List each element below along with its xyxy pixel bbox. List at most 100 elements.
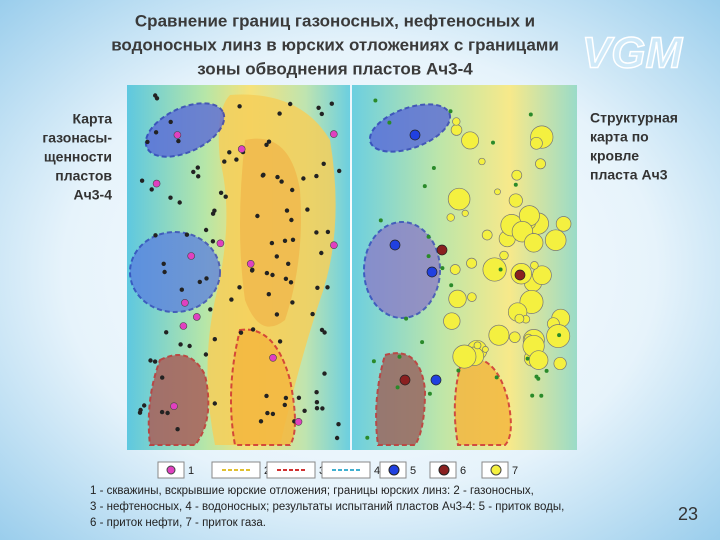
legend-symbol [166,465,176,475]
water-inflow [409,129,421,141]
caption-line: 1 - скважины, вскрывшие юрские отложения… [90,485,534,497]
label-line: Ач3-4 [74,187,113,203]
gas-inflow [447,187,471,211]
well-dot [494,375,499,380]
well-dot [530,393,535,398]
well-dot [536,376,541,381]
well-dot [270,272,275,278]
well-dot [178,342,183,347]
legend-label: 6 [460,465,466,477]
well-dot [426,254,431,259]
well-dot [264,270,270,276]
well-dot [261,172,266,177]
well-dot [275,174,280,180]
oil-lens [147,354,210,446]
well-dot [314,400,320,405]
well-dot [187,343,192,349]
gas-inflow [450,124,463,136]
gas-inflow [530,136,543,150]
right-map [352,85,577,450]
well-dot [208,307,213,312]
legend-symbol [388,464,400,476]
well-dot [203,227,209,233]
gas-inflow [446,213,455,222]
well-dot [319,250,324,256]
legend-item: 4 [321,461,380,479]
well-dot [513,182,518,187]
gas-inflow [544,229,567,251]
gas-inflow [452,117,461,126]
well-dot [250,267,255,272]
gas-inflow [461,209,469,217]
well-dot [325,229,331,235]
well-dot [212,337,217,342]
water-lens [129,231,221,313]
legend-symbol [490,464,502,476]
logo: VGM [582,29,684,78]
well-dot [539,393,544,398]
well-dot [544,368,549,373]
well-dot [196,174,201,179]
well-marker [237,145,246,153]
water-lens [368,103,452,153]
well-dot [319,327,325,333]
well-dot [371,359,376,364]
well-dot [284,208,290,213]
well-dot [154,96,160,101]
gas-inflow [478,157,486,166]
well-marker [269,353,277,362]
gas-inflow [488,324,510,346]
label-line: пласта Ач3 [590,167,668,183]
label-line: щенности [44,149,112,165]
well-dot [164,330,169,335]
well-dot [288,101,293,107]
well-dot [175,427,180,432]
gas-inflow [508,193,523,208]
well-dot [498,267,503,272]
well-dot [319,111,324,117]
title-line: водоносных линз в юрских отложениях с гр… [111,35,559,54]
water-lens [363,221,441,319]
well-dot [237,285,242,290]
gas-inflow [555,216,572,232]
well-dot [314,406,320,411]
well-marker [181,298,189,307]
well-marker [179,322,188,330]
well-dot [145,139,150,145]
gas-inflow [443,312,461,330]
well-marker [330,241,338,249]
well-dot [320,406,325,411]
well-marker [193,313,201,321]
well-dot [153,130,159,135]
left-map [127,85,350,450]
legend-item: 5 [379,461,416,479]
gas-inflow [514,313,525,324]
gas-inflow [461,131,480,150]
well-dot [491,140,495,145]
well-dot [184,232,190,237]
well-dot [258,419,264,424]
well-dot [212,401,217,406]
water-inflow [389,239,401,251]
well-dot [168,195,173,200]
well-dot [165,410,170,416]
well-dot [266,292,271,297]
gas-inflow [482,346,489,353]
well-marker [216,239,225,248]
oil-lens [230,328,296,446]
right-label: Структурная карта по кровле пласта Ач3 [590,110,678,183]
well-dot [162,269,167,275]
water-inflow [430,374,442,386]
well-dot [387,120,392,125]
well-dot [139,178,145,183]
well-dot [197,279,202,285]
gas-inflow [467,292,477,302]
oil-lens [375,352,427,446]
well-dot [282,402,287,408]
gas-inflow [528,350,549,370]
well-dot [223,194,228,199]
well-dot [310,311,315,317]
well-dot [301,176,306,181]
well-marker [170,402,178,411]
